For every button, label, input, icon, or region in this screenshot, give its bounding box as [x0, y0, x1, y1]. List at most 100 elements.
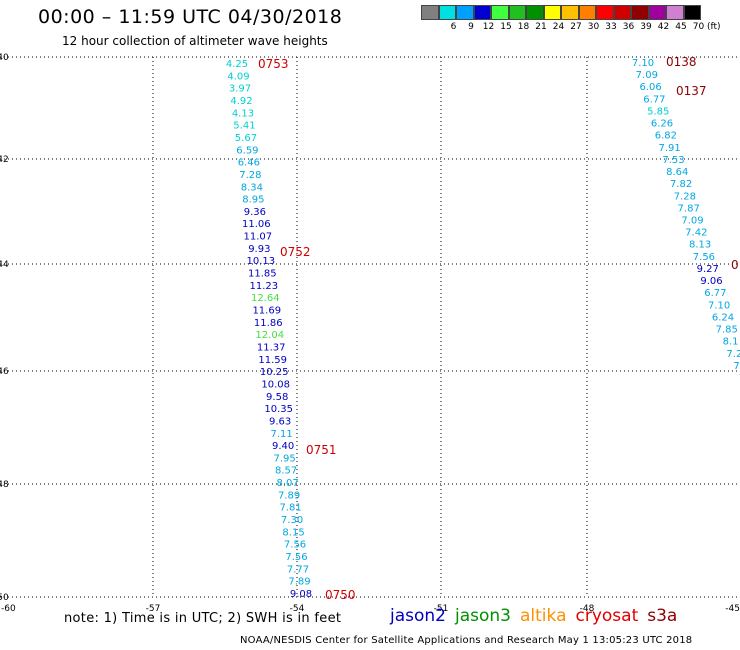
- wave-height-value: 11.59: [258, 355, 287, 366]
- legend-unit: (ft): [707, 22, 721, 32]
- lon-tick-label: -48: [580, 604, 595, 614]
- wave-height-value: 7.11: [271, 429, 293, 440]
- legend-label: 30: [587, 22, 600, 32]
- satellite-legend: jason2 jason3 altika cryosat s3a: [390, 606, 677, 626]
- wave-height-value: 7.95: [273, 453, 295, 464]
- legend-swatch: [578, 5, 596, 20]
- track-time-label: 0: [731, 258, 739, 272]
- legend-swatch: [508, 5, 526, 20]
- lon-tick-label: -60: [1, 604, 16, 614]
- wave-height-value: 5.67: [235, 133, 257, 144]
- lon-tick-label: -45: [725, 604, 740, 614]
- legend-swatch: [491, 5, 509, 20]
- wave-height-value: 7: [739, 373, 740, 384]
- wave-height-value: 4.09: [227, 71, 249, 82]
- wave-height-value: 10.25: [260, 367, 289, 378]
- legend-swatch: [683, 5, 701, 20]
- legend-label: 45: [675, 22, 687, 32]
- wave-height-value: 8.95: [242, 195, 264, 206]
- lon-tick-label: -51: [434, 604, 449, 614]
- wave-height-value: 7.81: [279, 503, 301, 514]
- page-title: 00:00 – 11:59 UTC 04/30/2018: [38, 6, 343, 28]
- wave-height-value: 11.69: [252, 306, 281, 317]
- wave-height-value: 11.86: [254, 318, 283, 329]
- satellite-label-cryosat: cryosat: [575, 606, 639, 626]
- legend-swatch: [526, 5, 544, 20]
- wave-height-value: 5.85: [647, 106, 669, 117]
- subtitle: 12 hour collection of altimeter wave hei…: [62, 34, 328, 48]
- wave-height-value: 6.77: [704, 288, 726, 299]
- wave-height-value: 7.42: [685, 228, 707, 239]
- legend-label: 42: [657, 22, 670, 32]
- satellite-label-altika: altika: [520, 606, 567, 626]
- wave-height-value: 7.28: [239, 170, 261, 181]
- legend-swatch: [543, 5, 561, 20]
- lon-tick-label: -54: [290, 604, 305, 614]
- wave-height-value: 6.59: [236, 145, 258, 156]
- wave-height-value: 10.35: [264, 404, 293, 415]
- wave-height-value: 9.36: [244, 207, 266, 218]
- wave-height-value: 7.87: [678, 203, 700, 214]
- wave-height-value: 4.92: [230, 96, 252, 107]
- wave-height-value: 11.23: [249, 281, 278, 292]
- wave-height-value: 11.06: [242, 219, 271, 230]
- wave-height-value: 10.13: [246, 256, 275, 267]
- legend-swatch: [631, 5, 649, 20]
- wave-height-value: 9.40: [272, 441, 294, 452]
- wave-height-value: 8.1: [723, 337, 739, 348]
- legend-label: 12: [482, 22, 495, 32]
- wave-height-value: 9.63: [269, 416, 291, 427]
- wave-height-value: 7.30: [281, 515, 303, 526]
- wave-height-value: 3.97: [229, 84, 251, 95]
- wave-height-value: 6.82: [655, 131, 677, 142]
- wave-height-value: 11.07: [244, 232, 273, 243]
- wave-height-value: 9.08: [290, 589, 312, 600]
- legend-swatch: [421, 5, 439, 20]
- lon-tick-label: -57: [146, 604, 161, 614]
- wave-height-value: 8.15: [282, 527, 304, 538]
- track-time-label: 0752: [280, 245, 311, 259]
- lat-tick-label: -50: [0, 593, 9, 603]
- wave-height-value: 7.89: [288, 577, 310, 588]
- track-time-label: 0137: [676, 84, 707, 98]
- wave-height-value: 7.89: [278, 490, 300, 501]
- legend-swatch: [473, 5, 491, 20]
- wave-height-value: 6.06: [639, 82, 661, 93]
- wave-height-value: 7.: [733, 361, 740, 372]
- lat-tick-label: -42: [0, 155, 9, 165]
- legend-label: 39: [640, 22, 652, 32]
- wave-height-value: 11.85: [248, 269, 277, 280]
- wave-height-value: 7.28: [674, 191, 696, 202]
- legend-label: 6: [450, 22, 457, 32]
- wave-height-value: 7.53: [662, 155, 684, 166]
- lat-tick-label: -40: [0, 53, 9, 63]
- wave-height-value: 8.34: [241, 182, 263, 193]
- wave-height-value: 8.13: [689, 240, 711, 251]
- wave-height-value: 7.56: [284, 540, 306, 551]
- lat-tick-label: -48: [0, 480, 9, 490]
- legend-labels: (ft) 6 9 12 15 18 21 24 27 30 33 36 39 42 45 70: [421, 20, 721, 32]
- wave-height-value: 4.25: [226, 59, 248, 70]
- wave-height-value: 9.93: [248, 244, 270, 255]
- wave-height-value: 9.27: [697, 264, 719, 275]
- wave-height-value: 7.2: [726, 349, 740, 360]
- wave-height-value: 8.07: [276, 478, 298, 489]
- legend-swatch: [456, 5, 474, 20]
- wave-height-value: 8.57: [275, 466, 297, 477]
- wave-height-value: 7.77: [287, 564, 309, 575]
- legend-label: 24: [552, 22, 565, 32]
- wave-height-value: 6.46: [238, 158, 260, 169]
- wave-height-value: 6.24: [712, 312, 734, 323]
- credit-line: NOAA/NESDIS Center for Satellite Applica…: [240, 635, 693, 646]
- wave-height-value: 7.10: [632, 58, 654, 69]
- track-time-label: 0751: [306, 443, 337, 457]
- legend-label: 15: [500, 22, 512, 32]
- legend-swatch: [438, 5, 456, 20]
- legend-label: 21: [535, 22, 547, 32]
- wave-height-value: 7.85: [716, 325, 738, 336]
- wave-height-value: 4.13: [232, 108, 254, 119]
- wave-height-value: 6.26: [651, 119, 673, 130]
- wave-height-value: 12.04: [255, 330, 284, 341]
- legend-label: 18: [517, 22, 530, 32]
